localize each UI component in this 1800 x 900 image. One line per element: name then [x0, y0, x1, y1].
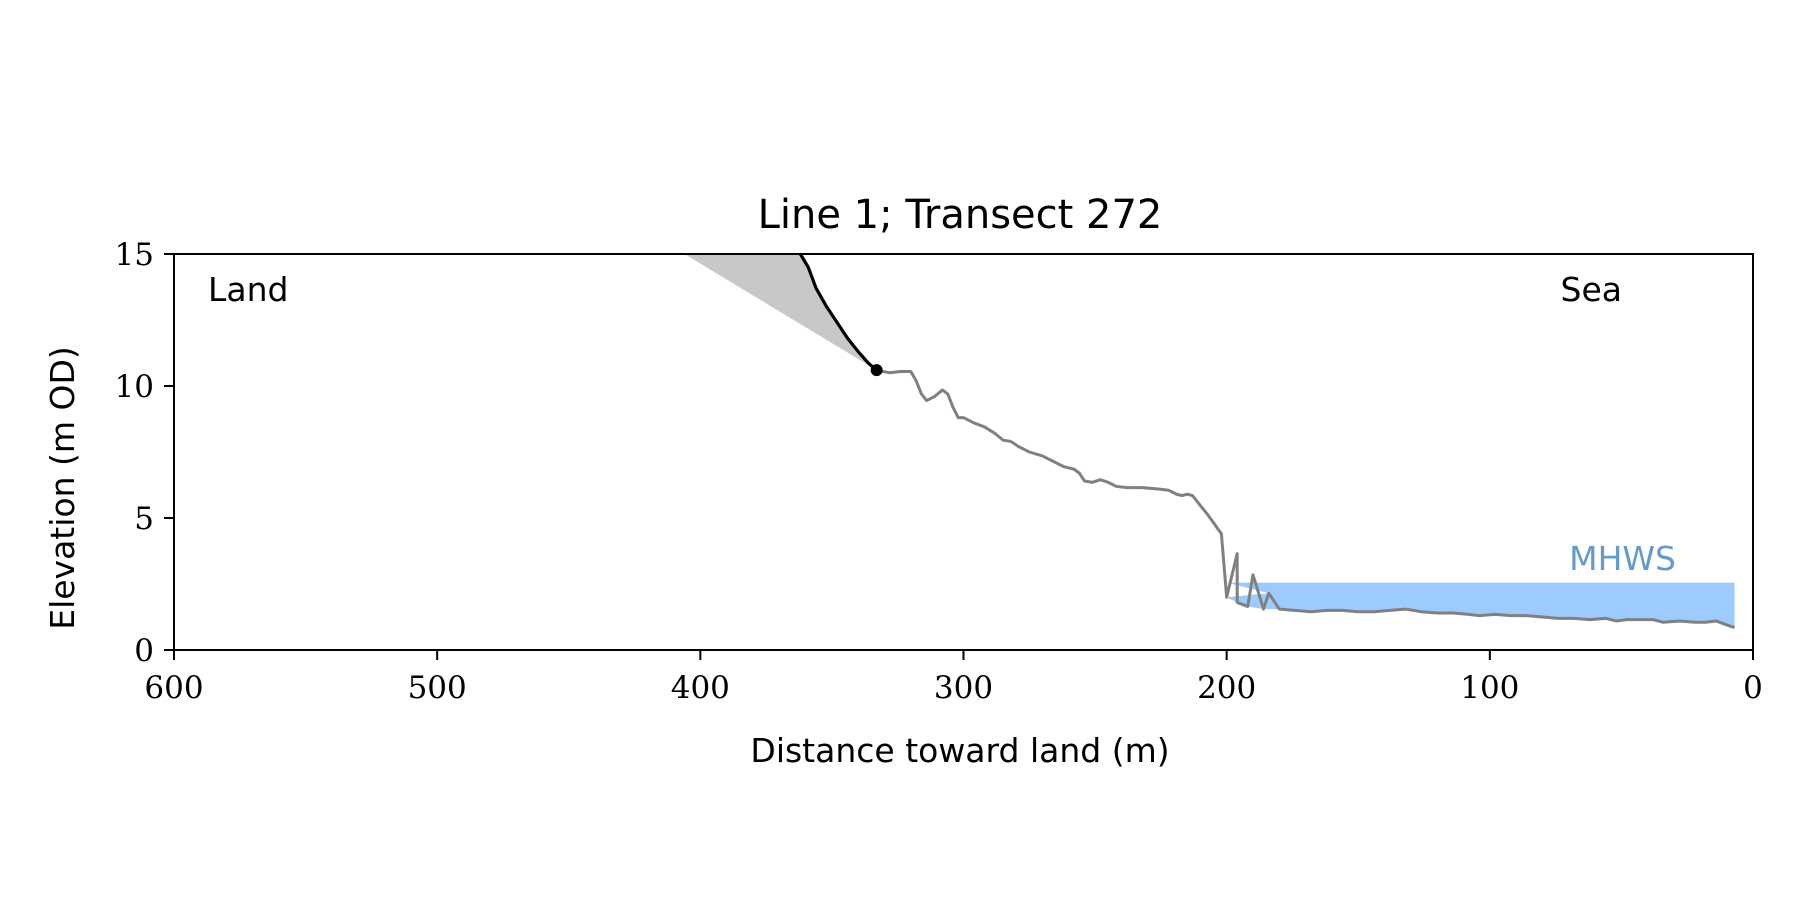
chart-title: Line 1; Transect 272: [758, 192, 1163, 238]
land-annotation: Land: [208, 270, 288, 309]
x-tick-label: 400: [671, 670, 730, 706]
y-tick-label: 15: [115, 237, 154, 273]
mhws-annotation: MHWS: [1569, 539, 1676, 578]
profile-line: [876, 368, 1736, 629]
y-tick-label: 5: [134, 501, 154, 537]
plot-area: [684, 253, 1736, 629]
y-axis-label: Elevation (m OD): [43, 346, 82, 630]
cliff-line: [798, 253, 878, 372]
y-axis: 0 5 10 15: [115, 237, 174, 669]
x-tick-label: 200: [1197, 670, 1256, 706]
sea-annotation: Sea: [1561, 270, 1622, 309]
cliff-toe-point: [870, 364, 883, 377]
x-tick-label: 500: [408, 670, 467, 706]
x-tick-label: 600: [144, 670, 203, 706]
x-tick-label: 300: [934, 670, 993, 706]
cliff-shaded-region: [684, 254, 877, 371]
y-tick-label: 0: [134, 633, 154, 669]
mhws-water-band: [1226, 582, 1735, 628]
x-axis: 600 500 400 300 200 100 0: [144, 650, 1763, 706]
y-tick-label: 10: [115, 369, 154, 405]
x-tick-label: 100: [1460, 670, 1519, 706]
x-tick-label: 0: [1743, 670, 1763, 706]
x-axis-label: Distance toward land (m): [750, 731, 1169, 770]
